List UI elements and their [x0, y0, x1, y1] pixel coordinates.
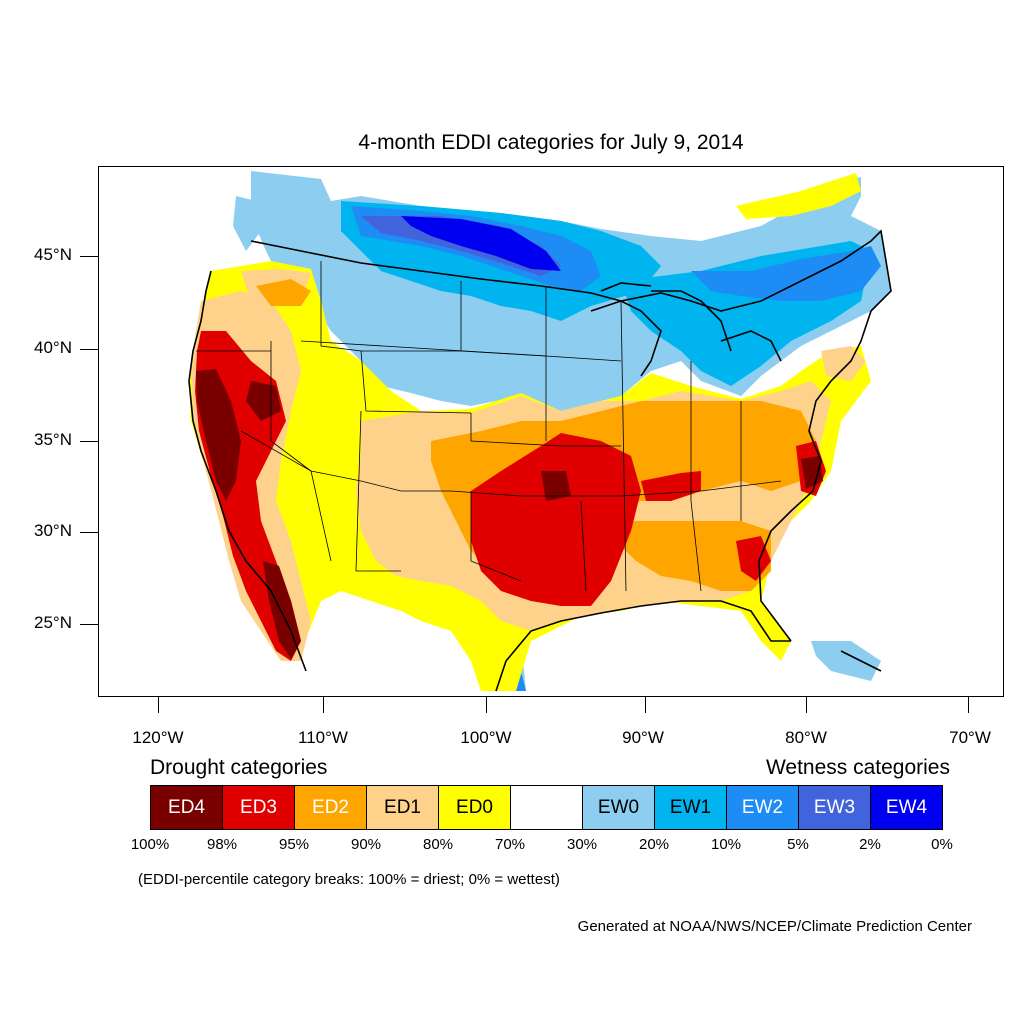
percentile-label: 2% — [859, 836, 881, 853]
percentile-label: 10% — [710, 836, 742, 853]
lon-label-90: 90°W — [622, 728, 664, 747]
coastlines — [188, 229, 892, 692]
credit-line: Generated at NOAA/NWS/NCEP/Climate Predi… — [577, 918, 972, 935]
lon-tick — [486, 697, 487, 713]
lon-label-110: 110°W — [298, 728, 348, 747]
wetness-heading: Wetness categories — [765, 756, 950, 779]
lon-tick — [968, 697, 969, 713]
drought-heading: Drought categories — [150, 756, 328, 779]
lat-tick — [80, 441, 98, 442]
legend-box-ew1: EW1 — [654, 785, 727, 830]
lat-label-25: 25°N — [34, 613, 72, 632]
legend-box-ew2: EW2 — [726, 785, 799, 830]
lat-label-30: 30°N — [34, 521, 72, 540]
legend-bar: ED4 ED3 ED2 ED1 ED0 EW0 EW1 EW2 EW3 EW4 — [150, 785, 950, 830]
lon-label-120: 120°W — [132, 728, 184, 747]
category-note: (EDDI-percentile category breaks: 100% =… — [138, 871, 560, 888]
lat-label-35: 35°N — [34, 430, 72, 449]
percentile-label: 5% — [787, 836, 809, 853]
percentile-label: 70% — [494, 836, 526, 853]
map-title: 4-month EDDI categories for July 9, 2014 — [358, 131, 744, 154]
lat-tick — [80, 256, 98, 257]
lon-tick — [645, 697, 646, 713]
percentile-label: 98% — [206, 836, 238, 853]
legend-box-ed1: ED1 — [366, 785, 439, 830]
drought-regions — [189, 173, 871, 691]
percentile-label: 95% — [278, 836, 310, 853]
eddi-map — [188, 171, 892, 692]
lat-tick — [80, 532, 98, 533]
legend-box-ew3: EW3 — [798, 785, 871, 830]
legend-box-ed2: ED2 — [294, 785, 367, 830]
legend-box-ed3: ED3 — [222, 785, 295, 830]
legend-box-ed0: ED0 — [438, 785, 511, 830]
legend-box-ew0: EW0 — [582, 785, 655, 830]
percentile-label: 20% — [638, 836, 670, 853]
percentile-label: 100% — [130, 836, 170, 853]
lon-label-70: 70°W — [949, 728, 991, 747]
lon-label-100: 100°W — [460, 728, 512, 747]
percentile-label: 80% — [422, 836, 454, 853]
percentile-label: 90% — [350, 836, 382, 853]
legend-box-ed4: ED4 — [150, 785, 223, 830]
lon-label-80: 80°W — [785, 728, 827, 747]
lat-tick — [80, 349, 98, 350]
lat-label-40: 40°N — [34, 338, 72, 357]
legend-box-neutral — [510, 785, 583, 830]
legend-box-ew4: EW4 — [870, 785, 943, 830]
lat-tick — [80, 624, 98, 625]
lon-tick — [323, 697, 324, 713]
map-panel — [98, 166, 1004, 697]
lon-tick — [158, 697, 159, 713]
lat-label-45: 45°N — [34, 245, 72, 264]
lon-tick — [806, 697, 807, 713]
percentile-label: 0% — [931, 836, 953, 853]
state-borders — [196, 261, 782, 592]
percentile-label: 30% — [566, 836, 598, 853]
